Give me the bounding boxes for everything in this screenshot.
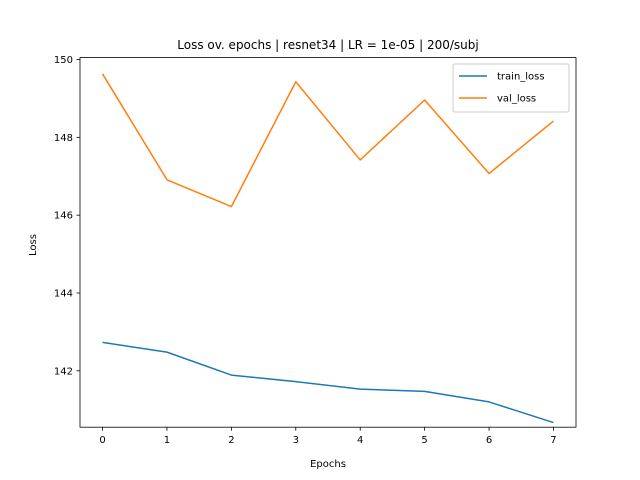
x-tick-label: 7 <box>550 435 556 446</box>
x-tick-label: 3 <box>293 435 299 446</box>
y-tick-label: 144 <box>54 288 73 299</box>
chart-title: Loss ov. epochs | resnet34 | LR = 1e-05 … <box>177 38 478 52</box>
y-axis-label: Loss <box>28 234 39 256</box>
legend-label-train_loss: train_loss <box>497 72 545 83</box>
x-tick-label: 6 <box>486 435 492 446</box>
y-tick-label: 146 <box>54 211 73 222</box>
x-tick-label: 5 <box>421 435 427 446</box>
x-axis-label: Epochs <box>310 459 346 470</box>
plot-area: 0 1 2 3 4 5 6 7 142 144 146 148 150 <box>54 55 577 446</box>
y-tick-label: 150 <box>54 55 73 66</box>
legend-label-val_loss: val_loss <box>497 94 536 105</box>
y-tick-label: 142 <box>54 366 73 377</box>
series-line-val_loss <box>101 73 554 208</box>
y-tick-label: 148 <box>54 133 73 144</box>
series-line-train_loss <box>102 341 554 424</box>
x-tick-label: 1 <box>164 435 170 446</box>
legend: train_loss val_loss <box>452 63 570 113</box>
x-tick-label: 2 <box>228 435 234 446</box>
x-tick-label: 0 <box>99 435 105 446</box>
x-tick-label: 4 <box>357 435 363 446</box>
axes-frame <box>79 57 577 428</box>
